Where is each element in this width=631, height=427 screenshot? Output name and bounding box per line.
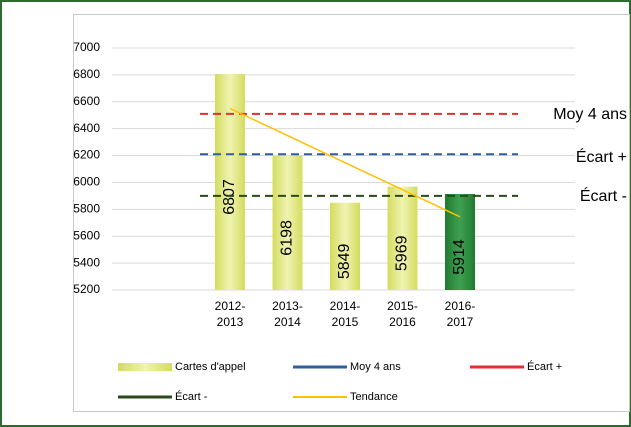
bar [330,202,360,290]
y-tick-label: 7000 [73,40,100,54]
reference-label: Moy 4 ans [553,106,627,123]
bar [272,155,303,290]
y-tick-label: 5200 [73,282,100,296]
legend-label: Tendance [350,391,398,403]
y-tick-label: 6400 [73,121,100,135]
y-tick-label: 6000 [73,175,100,189]
legend-label: Écart - [175,390,208,403]
legend-label: Moy 4 ans [350,361,401,373]
y-tick-label: 6800 [73,67,100,81]
trend-line [229,107,461,218]
bar [445,194,475,290]
value-label: 5914 [451,239,468,275]
value-label: 6807 [221,179,238,215]
bar [215,73,245,290]
x-tick-label: 2014- 2015 [329,299,361,329]
y-tick-label: 6600 [73,94,100,108]
y-tick-label: 6200 [73,148,100,162]
reference-label: Écart + [576,147,627,166]
y-tick-label: 5600 [73,228,100,242]
value-label: 5969 [394,235,411,271]
bar [387,186,418,290]
legend-swatch [118,363,172,371]
reference-label: Écart - [580,186,627,205]
legend-label: Cartes d'appel [175,361,246,373]
y-tick-label: 5800 [73,202,100,216]
x-tick-label: 2016- 2017 [444,299,476,329]
legend-label: Écart + [527,360,562,373]
x-tick-label: 2015- 2016 [387,299,418,329]
value-label: 5849 [336,243,353,279]
x-tick-label: 2012- 2013 [214,299,246,329]
y-tick-label: 5400 [73,255,100,269]
value-label: 6198 [279,220,296,256]
x-tick-label: 2013- 2014 [272,299,303,329]
